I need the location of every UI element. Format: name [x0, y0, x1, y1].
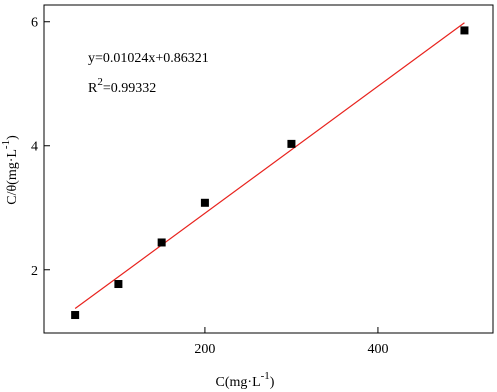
x-tick-label: 400	[367, 342, 388, 357]
plot-frame	[43, 4, 494, 334]
point	[287, 139, 296, 148]
y-label-power: -1	[0, 140, 12, 149]
point	[200, 198, 209, 207]
y-tick-label: 6	[31, 16, 38, 31]
x-label-power: -1	[261, 370, 270, 382]
r-value: =0.99332	[103, 81, 156, 96]
r-power: 2	[97, 76, 103, 88]
y-label-text: C/θ(mg·L	[5, 149, 20, 205]
point	[157, 238, 166, 247]
fit-line	[74, 22, 465, 309]
r-squared: R2=0.99332	[88, 76, 156, 96]
x-label-text: C(mg·L	[216, 375, 261, 390]
r-symbol: R	[88, 81, 98, 96]
x-tick-label: 200	[194, 342, 215, 357]
x-axis-label: C(mg·L-1)	[216, 370, 275, 390]
y-axis-label: C/θ(mg·L-1)	[0, 135, 20, 205]
point	[71, 311, 80, 320]
y-label-close: )	[5, 135, 20, 140]
point	[460, 26, 469, 35]
x-label-close: )	[270, 375, 275, 390]
equation: y=0.01024x+0.86321	[88, 51, 209, 66]
y-tick-label: 4	[31, 140, 38, 155]
y-tick-label: 2	[31, 264, 38, 279]
point	[114, 280, 123, 289]
